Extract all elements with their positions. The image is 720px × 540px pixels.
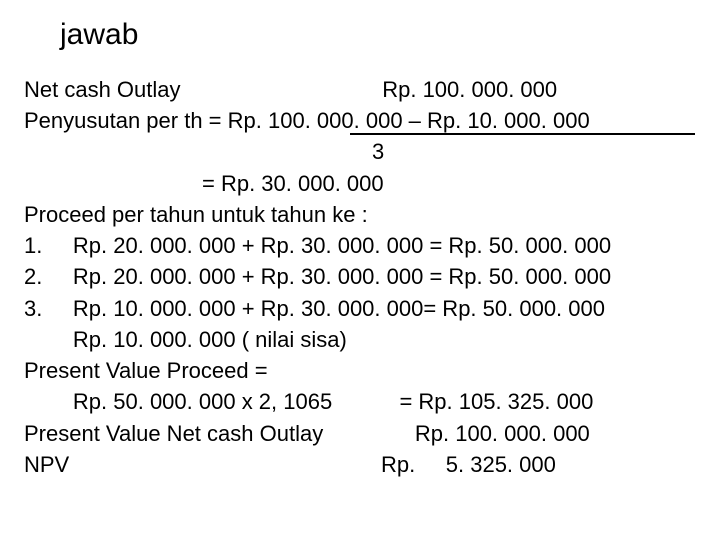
fraction-bar [350, 133, 695, 135]
line-residual: Rp. 10. 000. 000 ( nilai sisa) [24, 324, 696, 355]
line-penyusutan: Penyusutan per th = Rp. 100. 000. 000 – … [24, 105, 696, 136]
content-body: Net cash Outlay Rp. 100. 000. 000 Penyus… [24, 74, 696, 480]
line-net-cash-outlay: Net cash Outlay Rp. 100. 000. 000 [24, 74, 696, 105]
line-npv: NPV Rp. 5. 325. 000 [24, 449, 696, 480]
line-frac-denominator: 3 [372, 136, 696, 167]
line-pv-outlay: Present Value Net cash Outlay Rp. 100. 0… [24, 418, 696, 449]
line-year-1: 1. Rp. 20. 000. 000 + Rp. 30. 000. 000 =… [24, 230, 696, 261]
line-proceed-header: Proceed per tahun untuk tahun ke : [24, 199, 696, 230]
page-title: jawab [60, 18, 696, 52]
line-penyusutan-result: = Rp. 30. 000. 000 [202, 168, 696, 199]
line-year-3: 3. Rp. 10. 000. 000 + Rp. 30. 000. 000= … [24, 293, 696, 324]
line-pv-proceed-calc: Rp. 50. 000. 000 x 2, 1065 = Rp. 105. 32… [24, 386, 696, 417]
line-year-2: 2. Rp. 20. 000. 000 + Rp. 30. 000. 000 =… [24, 261, 696, 292]
line-pv-proceed-label: Present Value Proceed = [24, 355, 696, 386]
